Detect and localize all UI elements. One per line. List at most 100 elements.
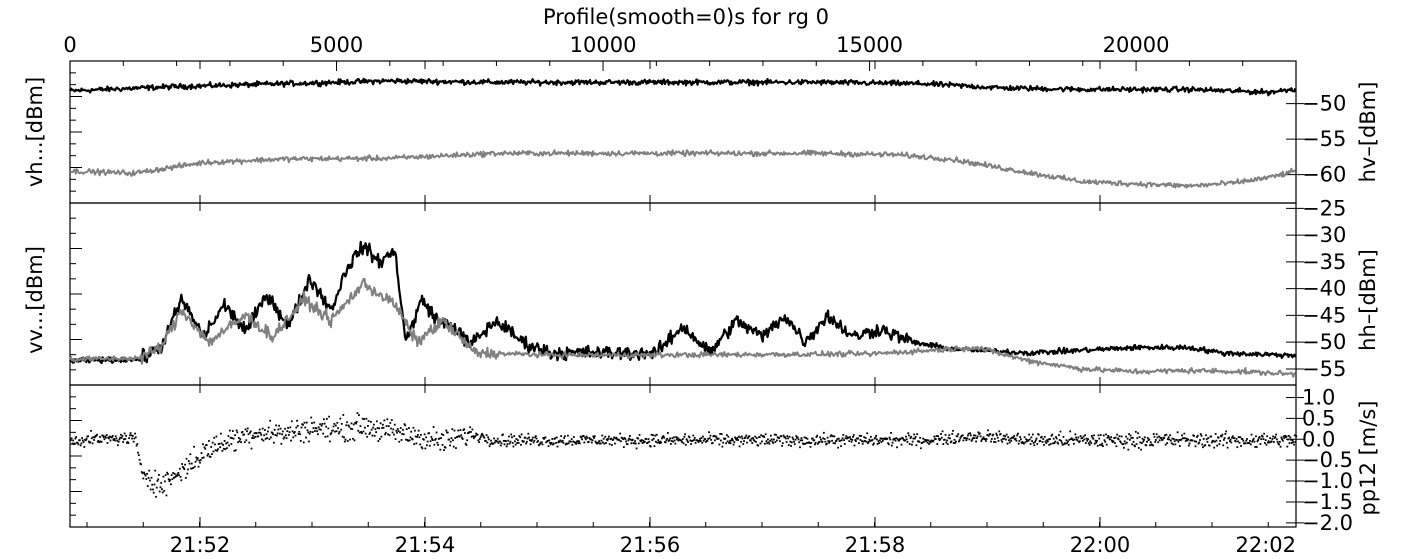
data-point bbox=[580, 436, 583, 439]
data-point bbox=[1018, 440, 1021, 442]
data-point bbox=[692, 434, 695, 437]
data-point bbox=[711, 442, 714, 444]
data-point bbox=[73, 442, 76, 445]
data-point bbox=[581, 438, 583, 441]
data-point bbox=[333, 422, 336, 425]
data-point bbox=[898, 439, 901, 442]
data-point bbox=[484, 440, 487, 442]
data-point bbox=[671, 437, 674, 440]
data-point bbox=[1109, 438, 1112, 441]
data-point bbox=[326, 435, 329, 438]
data-point bbox=[396, 431, 398, 434]
data-point bbox=[309, 430, 312, 433]
data-point bbox=[1049, 438, 1051, 440]
data-point bbox=[611, 444, 613, 446]
data-point bbox=[599, 442, 602, 445]
data-point bbox=[187, 468, 189, 471]
data-point bbox=[987, 429, 989, 432]
data-point bbox=[896, 438, 899, 441]
data-point bbox=[72, 439, 75, 442]
data-point bbox=[317, 433, 319, 436]
data-point bbox=[78, 439, 81, 441]
series-line bbox=[69, 149, 1296, 189]
data-point bbox=[569, 440, 572, 443]
data-point bbox=[552, 442, 555, 445]
top-axis-tick-label: 0 bbox=[63, 33, 76, 57]
data-point bbox=[1245, 439, 1248, 442]
data-point bbox=[1237, 440, 1239, 443]
data-point bbox=[998, 430, 1001, 433]
time-axis-tick-label: 21:58 bbox=[845, 533, 906, 557]
data-point bbox=[819, 438, 822, 441]
data-point bbox=[499, 444, 502, 447]
data-point bbox=[428, 444, 431, 447]
data-point bbox=[792, 438, 795, 441]
data-point bbox=[1085, 437, 1088, 440]
data-point bbox=[764, 442, 766, 445]
data-point bbox=[932, 439, 935, 442]
data-point bbox=[93, 436, 96, 439]
data-point bbox=[1116, 433, 1119, 436]
data-point bbox=[105, 436, 107, 439]
data-point bbox=[978, 432, 981, 435]
data-point bbox=[1181, 434, 1183, 437]
data-point bbox=[1061, 443, 1064, 446]
data-point bbox=[226, 441, 229, 444]
data-point bbox=[925, 440, 928, 443]
data-point bbox=[299, 433, 301, 436]
data-point bbox=[612, 438, 615, 441]
data-point bbox=[685, 438, 688, 441]
data-point bbox=[114, 439, 116, 442]
data-point bbox=[1084, 434, 1086, 437]
data-point bbox=[444, 446, 447, 449]
data-point bbox=[843, 443, 846, 445]
data-point bbox=[507, 439, 510, 442]
data-point bbox=[933, 435, 936, 438]
data-point bbox=[487, 436, 489, 439]
data-point bbox=[781, 444, 783, 447]
data-point bbox=[357, 429, 360, 432]
data-point bbox=[525, 442, 528, 445]
data-point bbox=[984, 438, 986, 441]
data-point bbox=[1210, 435, 1213, 438]
data-point bbox=[641, 442, 644, 445]
data-point bbox=[81, 437, 83, 439]
data-point bbox=[343, 436, 345, 439]
data-point bbox=[536, 441, 539, 443]
data-point bbox=[505, 440, 507, 443]
top-axis-tick-label: 5000 bbox=[310, 33, 363, 57]
data-point bbox=[213, 436, 216, 439]
data-point bbox=[184, 476, 187, 479]
data-point bbox=[861, 440, 863, 443]
data-point bbox=[959, 437, 962, 439]
data-point bbox=[606, 439, 609, 442]
data-point bbox=[1142, 440, 1145, 443]
data-point bbox=[1106, 436, 1109, 439]
data-point bbox=[642, 439, 645, 442]
data-point bbox=[1183, 432, 1186, 435]
data-point bbox=[250, 447, 253, 450]
data-point bbox=[379, 422, 382, 425]
data-point bbox=[1041, 441, 1044, 443]
data-point bbox=[103, 438, 106, 441]
data-point bbox=[1050, 434, 1053, 437]
data-point bbox=[493, 437, 495, 440]
data-point bbox=[1167, 436, 1170, 439]
data-point bbox=[845, 435, 848, 438]
data-point bbox=[174, 476, 177, 478]
data-point bbox=[955, 440, 957, 443]
data-point bbox=[493, 441, 496, 444]
data-point bbox=[119, 433, 122, 436]
data-point bbox=[952, 429, 954, 432]
data-point bbox=[814, 443, 816, 446]
data-point bbox=[924, 439, 927, 441]
data-point bbox=[731, 437, 733, 440]
data-point bbox=[1037, 433, 1040, 436]
data-point bbox=[428, 432, 431, 435]
data-point bbox=[232, 437, 235, 440]
data-point bbox=[1275, 433, 1278, 436]
data-point bbox=[1031, 433, 1034, 436]
data-point bbox=[1126, 437, 1129, 440]
data-point bbox=[1025, 438, 1028, 441]
data-point bbox=[415, 442, 418, 445]
